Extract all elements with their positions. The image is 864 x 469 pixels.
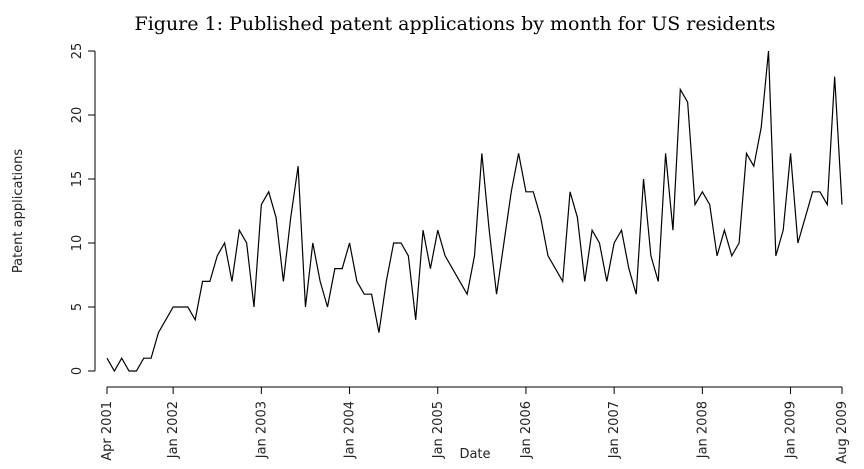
x-tick-label: Apr 2001 bbox=[100, 401, 115, 461]
x-tick-label: Jan 2002 bbox=[166, 401, 181, 459]
x-tick-label: Jan 2005 bbox=[431, 401, 446, 459]
x-tick-label: Jan 2006 bbox=[519, 401, 534, 459]
x-axis-label: Date bbox=[459, 447, 490, 462]
data-line bbox=[106, 50, 843, 373]
chart-title: Figure 1: Published patent applications … bbox=[135, 13, 776, 35]
y-tick-label: 5 bbox=[70, 303, 85, 311]
y-tick-label: 15 bbox=[70, 171, 85, 188]
x-tick-label: Jan 2008 bbox=[695, 401, 710, 459]
y-tick-label: 0 bbox=[70, 367, 85, 375]
y-axis-label: Patent applications bbox=[11, 149, 26, 273]
x-tick-label: Jan 2003 bbox=[254, 401, 269, 459]
x-tick-label: Aug 2009 bbox=[835, 401, 850, 464]
x-tick-label: Jan 2007 bbox=[607, 401, 622, 459]
y-tick-label: 20 bbox=[70, 107, 85, 124]
x-tick-label: Jan 2004 bbox=[343, 401, 358, 459]
y-tick-label: 10 bbox=[70, 235, 85, 252]
y-tick-label: 25 bbox=[70, 43, 85, 60]
x-tick-label: Jan 2009 bbox=[784, 401, 799, 459]
